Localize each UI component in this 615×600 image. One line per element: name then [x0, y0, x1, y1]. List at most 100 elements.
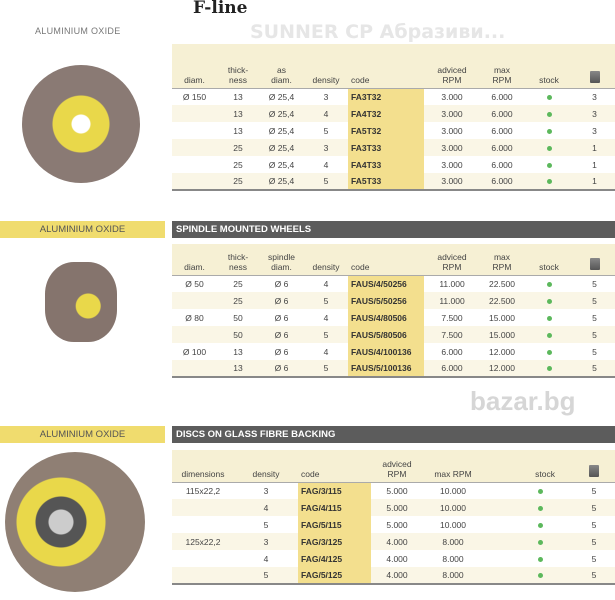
stock-quantity: 5 [592, 312, 597, 323]
table-row: 25 Ø 25,4 4 FA4T33 3.000 6.000 1 [172, 156, 615, 173]
stock-indicator [524, 105, 574, 122]
cell: 25 [233, 278, 243, 289]
table-row: 25 Ø 25,4 3 FA3T33 3.000 6.000 1 [172, 139, 615, 156]
cell: 50 [217, 326, 259, 343]
stock-quantity: 3 [592, 91, 597, 102]
cell: 5 [234, 567, 298, 585]
cell: 10.000 [440, 485, 466, 496]
cell: 4 [263, 553, 269, 564]
glass-fibre-discs-table: dimensions density code adviced RPM max … [172, 450, 615, 585]
section-2-heading: SPINDLE MOUNTED WHEELS [172, 221, 615, 238]
cell: Ø 6 [259, 326, 304, 343]
cell: 3.000 [424, 173, 480, 191]
stock-quantity: 3 [592, 125, 597, 136]
stock-quantity: 1 [574, 139, 615, 156]
col-header: stock [483, 450, 573, 483]
cell: 6.000 [441, 346, 463, 357]
cell: 125x22,2 [172, 533, 234, 550]
stock-quantity: 5 [573, 499, 615, 516]
cell: 11.000 [424, 292, 480, 309]
table-row: Ø 100 13 Ø 6 4 FAUS/4/100136 6.000 12.000 5 [172, 343, 615, 360]
product-code: FAUS/4/80506 [348, 309, 424, 326]
product-code: FAG/5/115 [298, 516, 371, 533]
cell: Ø 6 [274, 278, 289, 289]
cell: 6.000 [424, 360, 480, 378]
cell: Ø 6 [259, 360, 304, 378]
cell: 4 [234, 499, 298, 516]
cell: Ø 25,4 [268, 91, 295, 102]
cell: 25 [233, 159, 243, 170]
cell [172, 292, 217, 309]
cell: 22.500 [489, 278, 515, 289]
section-3-label: ALUMINIUM OXIDE [0, 426, 165, 443]
cell: 5.000 [386, 485, 408, 496]
product-image-spindle-wheel [45, 262, 117, 342]
cell: 5.000 [386, 519, 408, 530]
col-header: code [348, 44, 424, 89]
box-icon [574, 244, 615, 276]
table-row: 13 Ø 25,4 5 FA5T32 3.000 6.000 3 [172, 122, 615, 139]
cell: 6.000 [480, 105, 524, 122]
col-header: code [298, 450, 371, 483]
cell: 3 [323, 91, 329, 102]
product-code: FAUS/4/50256 [348, 275, 424, 292]
col-header: thick- ness [217, 44, 259, 89]
col-header: density [304, 244, 348, 276]
stock-quantity: 5 [592, 346, 597, 357]
cell: 3 [263, 485, 269, 496]
fline-table: diam. thick- ness as diam. density code … [172, 44, 615, 191]
cell: 13 [233, 125, 243, 136]
stock-indicator [483, 482, 573, 499]
cell [172, 173, 217, 191]
cell: 115x22,2 [185, 485, 221, 496]
cell: 4 [323, 278, 329, 289]
stock-indicator [524, 275, 574, 292]
cell: 25 [217, 292, 259, 309]
cell: 8.000 [442, 553, 464, 564]
cell: 6.000 [491, 159, 513, 170]
table-row: Ø 80 50 Ø 6 4 FAUS/4/80506 7.500 15.000 5 [172, 309, 615, 326]
table-row: 5 FAG/5/115 5.000 10.000 5 [172, 516, 615, 533]
cell: 12.000 [489, 346, 515, 357]
product-code: FAG/3/115 [298, 482, 371, 499]
watermark: SUNNER CP Абразиви... [250, 21, 506, 43]
product-code: FA5T33 [348, 173, 424, 191]
cell: 3.000 [441, 125, 463, 136]
cell: 6.000 [491, 125, 513, 136]
product-code: FAG/4/125 [298, 550, 371, 567]
cell [172, 550, 234, 567]
cell: 4 [323, 346, 329, 357]
stock-indicator [524, 139, 574, 156]
product-code: FA4T33 [348, 156, 424, 173]
cell [172, 326, 217, 343]
cell: 25 [217, 139, 259, 156]
col-header: stock [524, 44, 574, 89]
table-row: 125x22,2 3 FAG/3/125 4.000 8.000 5 [172, 533, 615, 550]
col-header: stock [524, 244, 574, 276]
cell [172, 122, 217, 139]
col-header: max RPM [480, 44, 524, 89]
stock-quantity: 1 [574, 173, 615, 191]
cell [172, 516, 234, 533]
cell [172, 139, 217, 156]
cell: Ø 25,4 [268, 125, 295, 136]
stock-quantity: 5 [591, 553, 597, 564]
box-icon [573, 450, 615, 483]
spindle-wheels-table: diam. thick- ness spindle diam. density … [172, 244, 615, 378]
col-header: as diam. [259, 44, 304, 89]
product-code: FAUS/5/100136 [348, 360, 424, 378]
stock-quantity: 5 [573, 567, 615, 585]
stock-indicator [524, 360, 574, 378]
cell: 5 [304, 292, 348, 309]
cell: 3.000 [441, 159, 463, 170]
stock-quantity: 5 [591, 485, 597, 496]
cell [172, 360, 217, 378]
col-header: density [304, 44, 348, 89]
col-header: density [234, 450, 298, 483]
stock-indicator [483, 567, 573, 585]
stock-quantity: 1 [592, 159, 597, 170]
cell: 4.000 [386, 553, 408, 564]
product-code: FAUS/5/50256 [348, 292, 424, 309]
table-row: Ø 50 25 Ø 6 4 FAUS/4/50256 11.000 22.500 5 [172, 275, 615, 292]
product-code: FAUS/4/100136 [348, 343, 424, 360]
